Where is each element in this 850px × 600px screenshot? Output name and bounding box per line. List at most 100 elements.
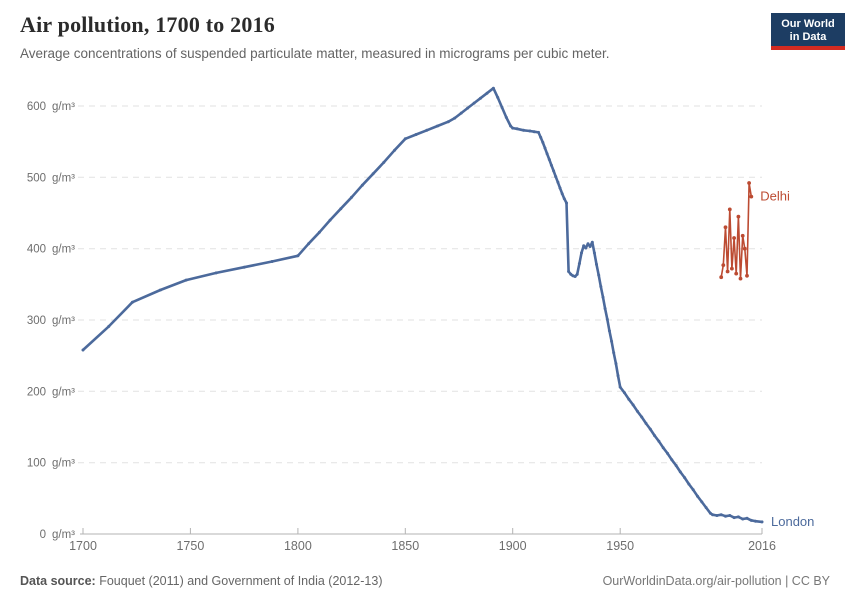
series-point-london[interactable] (691, 488, 695, 492)
series-point-london[interactable] (425, 128, 429, 132)
series-point-london[interactable] (549, 163, 553, 167)
series-point-london[interactable] (597, 273, 601, 277)
series-point-london[interactable] (575, 272, 579, 276)
series-point-london[interactable] (704, 506, 708, 510)
series-point-london[interactable] (715, 514, 719, 517)
series-point-london[interactable] (554, 175, 558, 179)
series-point-delhi[interactable] (745, 273, 749, 278)
series-point-london[interactable] (728, 514, 732, 517)
series-point-london[interactable] (371, 172, 375, 176)
series-point-london[interactable] (592, 251, 596, 255)
series-point-london[interactable] (708, 511, 712, 515)
series-point-delhi[interactable] (740, 233, 745, 238)
series-london[interactable]: London (81, 86, 815, 529)
series-point-delhi[interactable] (747, 181, 751, 185)
series-point-london[interactable] (661, 446, 665, 450)
series-point-london[interactable] (711, 513, 715, 517)
series-point-london[interactable] (618, 385, 622, 389)
series-point-london[interactable] (500, 105, 504, 109)
series-point-london[interactable] (562, 197, 566, 201)
series-point-london[interactable] (382, 160, 386, 164)
series-point-london[interactable] (582, 244, 586, 248)
series-point-london[interactable] (741, 517, 745, 521)
series-point-london[interactable] (491, 86, 495, 90)
series-point-london[interactable] (307, 242, 311, 246)
series-point-london[interactable] (560, 192, 564, 196)
series-point-london[interactable] (569, 272, 573, 276)
series-point-london[interactable] (736, 515, 740, 519)
series-point-london[interactable] (466, 106, 470, 110)
series-point-london[interactable] (436, 124, 439, 128)
series-point-london[interactable] (567, 270, 571, 273)
series-point-london[interactable] (696, 494, 699, 498)
series-point-london[interactable] (511, 126, 515, 130)
series-point-london[interactable] (545, 152, 549, 156)
series-point-london[interactable] (446, 120, 450, 124)
series-point-london[interactable] (700, 500, 704, 504)
series-point-london[interactable] (749, 518, 753, 522)
series-point-london[interactable] (732, 516, 736, 520)
series-point-london[interactable] (522, 128, 525, 132)
series-point-london[interactable] (556, 180, 560, 184)
series-point-london[interactable] (565, 201, 568, 205)
series-line-london[interactable] (81, 86, 764, 524)
series-point-london[interactable] (543, 146, 547, 150)
series-point-london[interactable] (532, 130, 536, 134)
series-point-london[interactable] (644, 421, 648, 425)
footer-credit-link[interactable]: OurWorldinData.org/air-pollution | CC BY (602, 574, 830, 588)
series-point-delhi[interactable] (736, 214, 741, 219)
series-point-delhi[interactable] (723, 225, 728, 230)
series-point-delhi[interactable] (719, 275, 724, 280)
series-point-london[interactable] (515, 127, 519, 131)
series-line-delhi[interactable] (720, 182, 753, 280)
series-point-london[interactable] (339, 207, 343, 211)
series-point-london[interactable] (81, 348, 85, 352)
series-point-london[interactable] (537, 130, 540, 134)
series-point-london[interactable] (754, 519, 758, 523)
series-point-london[interactable] (459, 111, 463, 115)
series-point-london[interactable] (590, 240, 594, 244)
series-point-london[interactable] (605, 317, 609, 321)
series-point-london[interactable] (678, 470, 682, 474)
series-point-london[interactable] (588, 245, 592, 248)
series-point-london[interactable] (130, 300, 134, 304)
series-point-delhi[interactable] (725, 269, 730, 274)
series-point-delhi[interactable] (721, 263, 726, 267)
series-point-london[interactable] (158, 288, 162, 292)
series-point-delhi[interactable] (727, 207, 732, 212)
series-point-london[interactable] (504, 115, 508, 119)
series-point-london[interactable] (599, 285, 603, 288)
series-point-delhi[interactable] (738, 276, 743, 281)
series-point-london[interactable] (603, 307, 607, 311)
series-point-london[interactable] (760, 520, 764, 524)
series-point-london[interactable] (541, 140, 545, 144)
series-point-london[interactable] (242, 265, 246, 269)
series-delhi[interactable]: Delhi (719, 181, 790, 281)
series-point-london[interactable] (107, 324, 111, 328)
series-point-london[interactable] (670, 458, 674, 462)
series-point-london[interactable] (184, 278, 188, 282)
series-point-london[interactable] (393, 148, 397, 152)
series-point-london[interactable] (631, 403, 635, 407)
series-point-london[interactable] (350, 195, 354, 199)
series-label-london[interactable]: London (771, 514, 814, 529)
series-point-london[interactable] (552, 169, 556, 173)
series-point-london[interactable] (528, 129, 532, 133)
series-point-london[interactable] (317, 230, 321, 234)
series-point-london[interactable] (328, 218, 332, 222)
series-point-delhi[interactable] (732, 236, 736, 240)
series-label-delhi[interactable]: Delhi (760, 189, 790, 204)
series-point-london[interactable] (640, 415, 644, 419)
series-point-london[interactable] (595, 262, 598, 266)
series-point-london[interactable] (573, 275, 577, 278)
series-point-london[interactable] (403, 137, 407, 141)
series-point-london[interactable] (601, 295, 605, 299)
series-point-london[interactable] (472, 101, 476, 105)
series-point-london[interactable] (296, 254, 300, 258)
series-point-london[interactable] (627, 397, 631, 401)
series-point-london[interactable] (577, 262, 581, 266)
series-point-london[interactable] (745, 516, 749, 520)
series-point-delhi[interactable] (730, 266, 734, 271)
series-point-london[interactable] (270, 260, 274, 263)
series-point-london[interactable] (657, 439, 661, 443)
